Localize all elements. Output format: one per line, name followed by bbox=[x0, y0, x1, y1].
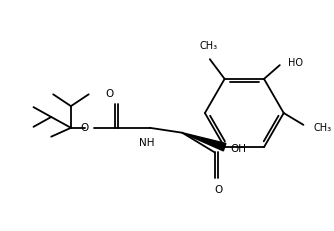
Text: O: O bbox=[105, 89, 114, 99]
Text: O: O bbox=[214, 184, 223, 194]
Text: NH: NH bbox=[139, 137, 155, 147]
Text: O: O bbox=[80, 122, 89, 132]
Text: CH₃: CH₃ bbox=[200, 41, 218, 51]
Text: CH₃: CH₃ bbox=[313, 122, 331, 132]
Text: OH: OH bbox=[230, 143, 246, 153]
Polygon shape bbox=[182, 133, 226, 151]
Text: HO: HO bbox=[288, 58, 303, 68]
